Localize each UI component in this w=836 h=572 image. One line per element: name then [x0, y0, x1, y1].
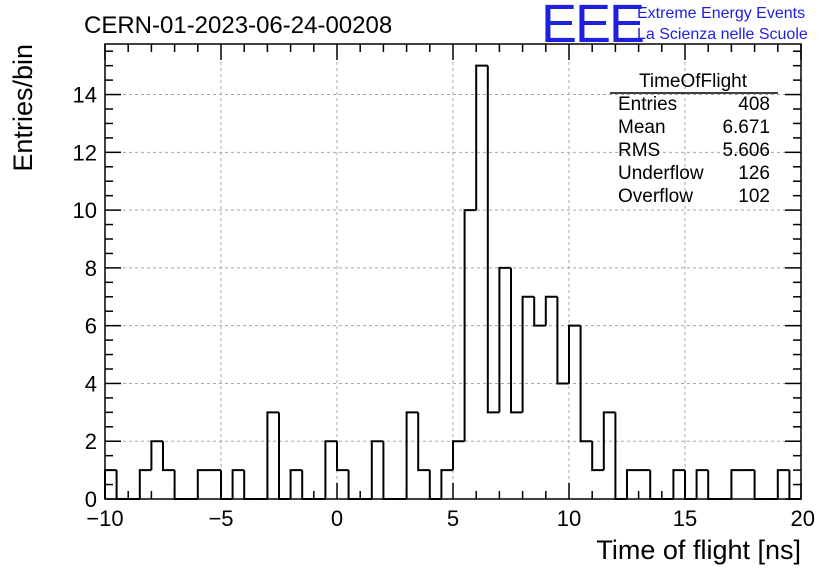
histogram-bin — [614, 412, 627, 500]
histogram-bin — [672, 469, 685, 499]
histogram-bin — [521, 295, 535, 413]
stats-row-value: 5.606 — [722, 140, 770, 161]
histogram-bin — [173, 470, 187, 500]
histogram-bin — [591, 441, 604, 472]
histogram-bin — [115, 470, 129, 500]
run-title: CERN-01-2023-06-24-00208 — [84, 12, 392, 39]
y-tick-label: 10 — [73, 198, 97, 223]
y-tick-label: 0 — [85, 487, 97, 512]
histogram-bin — [695, 469, 709, 499]
histogram-bin — [579, 325, 593, 443]
histogram-bin — [289, 469, 303, 499]
histogram-bin — [544, 295, 558, 326]
y-axis-title: Entries/bin — [8, 44, 38, 172]
histogram-bin — [266, 411, 279, 499]
histogram-bin — [138, 469, 152, 499]
y-tick-label: 2 — [85, 429, 97, 454]
histogram-bin — [452, 440, 465, 471]
histogram-bin — [243, 470, 256, 500]
histogram-bin — [324, 440, 337, 499]
x-tick-label: 5 — [447, 506, 459, 531]
y-tick-label: 6 — [85, 314, 97, 339]
histogram-bin — [486, 65, 500, 414]
histogram-bin — [533, 296, 546, 327]
stats-row-label: RMS — [618, 140, 660, 161]
histogram-bin — [417, 412, 430, 472]
histogram-bin — [776, 469, 790, 499]
histogram-bin — [730, 469, 743, 499]
histogram-bin — [370, 440, 384, 499]
histogram-bin — [707, 470, 720, 500]
stats-row-label: Mean — [618, 117, 666, 138]
y-tick-label: 8 — [85, 256, 97, 281]
histogram-bin — [220, 470, 233, 500]
stats-row-label: Entries — [618, 94, 677, 115]
x-tick-label: 10 — [557, 506, 581, 531]
histogram-bin — [150, 440, 163, 471]
grid-lines — [105, 44, 801, 499]
histogram-bin — [162, 441, 175, 472]
histogram-bin — [336, 441, 349, 472]
stats-row-value: 408 — [738, 94, 770, 115]
histogram-bin — [602, 411, 616, 471]
eee-logo-mark: EEE — [541, 0, 643, 54]
histogram-bin — [753, 470, 767, 500]
stats-row-label: Overflow — [618, 186, 693, 207]
x-tick-label: 15 — [673, 506, 697, 531]
histogram-bin — [684, 470, 697, 500]
y-tick-labels: 0 2 4 6 8 10 12 14 — [73, 83, 97, 512]
histogram-bin — [347, 470, 361, 500]
stats-box-title: TimeOfFlight — [639, 71, 748, 92]
y-tick-label: 4 — [85, 371, 97, 396]
histogram-bin — [463, 209, 477, 442]
x-tick-labels: −10 −5 0 5 10 15 20 — [86, 506, 815, 531]
x-tick-label: 0 — [331, 506, 343, 531]
x-tick-label: −5 — [208, 506, 233, 531]
y-tick-label: 14 — [73, 83, 97, 108]
histogram-bin — [428, 470, 442, 500]
histogram-bin — [649, 470, 662, 500]
histogram-bin — [301, 470, 314, 500]
histogram-bin — [626, 469, 639, 499]
y-tick-label: 12 — [73, 140, 97, 165]
logo-line-1: Extreme Energy Events — [637, 5, 805, 22]
histogram-bin — [278, 412, 291, 500]
histogram-bin — [196, 469, 210, 499]
stats-row-value: 102 — [738, 186, 770, 207]
histogram-bin — [510, 267, 523, 414]
histogram-bin — [405, 411, 419, 499]
histogram-bin — [231, 469, 245, 499]
x-tick-label: 20 — [791, 506, 815, 531]
histogram-bin — [556, 296, 569, 385]
stats-row-label: Underflow — [618, 163, 704, 184]
histogram-bin — [382, 441, 395, 500]
logo-line-2: La Scienza nelle Scuole — [637, 26, 808, 43]
histogram-bin — [498, 266, 511, 413]
histogram-bin — [568, 324, 581, 384]
histogram-bin — [475, 64, 488, 211]
stats-row-value: 6.671 — [722, 117, 770, 138]
stats-box: TimeOfFlight Entries 408 Mean 6.671 RMS 5.606… — [610, 71, 778, 207]
axis-ticks — [104, 44, 802, 500]
stats-row-value: 126 — [738, 163, 770, 184]
x-tick-label: −10 — [86, 506, 123, 531]
x-axis-title: Time of flight [ns] — [596, 535, 801, 565]
histogram-bin — [440, 469, 453, 499]
